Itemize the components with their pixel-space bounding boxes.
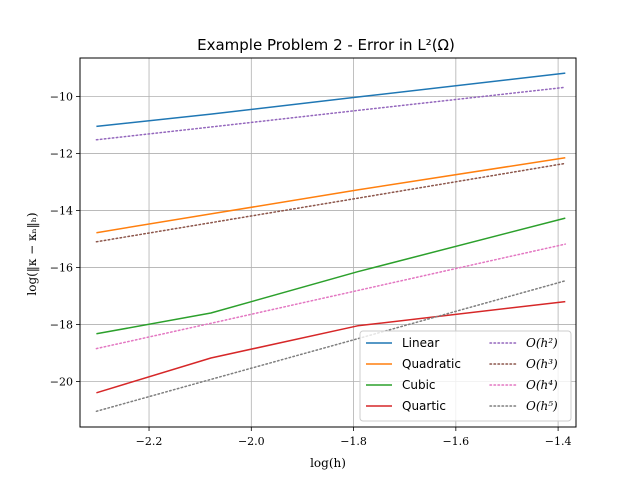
y-tick-label: −18 bbox=[50, 318, 73, 331]
x-tick-label: −1.6 bbox=[442, 435, 469, 448]
legend-box bbox=[359, 330, 572, 422]
legend-label: Linear bbox=[402, 336, 439, 350]
x-axis-label: log(h) bbox=[310, 456, 346, 470]
y-tick-label: −10 bbox=[50, 90, 73, 103]
y-tick-label: −20 bbox=[50, 375, 73, 388]
series-line-o-h bbox=[95, 86, 567, 141]
x-tick-label: −1.4 bbox=[545, 435, 572, 448]
series-line-o-h bbox=[95, 162, 567, 243]
legend-label: O(h²) bbox=[526, 336, 558, 350]
series-line-cubic bbox=[96, 217, 566, 335]
legend-label: O(h⁴) bbox=[526, 378, 558, 392]
tick-layer: −2.2 −2.0 −1.8 −1.6 −1.4 −20 −18 −16 −14 −12 −10 bbox=[50, 90, 572, 448]
legend-label: Cubic bbox=[402, 378, 436, 392]
legend-label: O(h⁵) bbox=[526, 399, 558, 413]
series-layer bbox=[95, 72, 567, 413]
chart-title: Example Problem 2 - Error in L²(Ω) bbox=[197, 36, 455, 54]
grid-layer bbox=[80, 58, 576, 427]
legend: Linear Quadratic Cubic Quartic O(h²) O(h³) O(h… bbox=[359, 330, 572, 422]
x-tick-label: −2.0 bbox=[238, 435, 265, 448]
legend-label: Quartic bbox=[402, 399, 446, 413]
y-tick-label: −12 bbox=[50, 147, 73, 160]
series-line-quartic bbox=[96, 300, 566, 394]
plot-frame bbox=[79, 57, 577, 428]
series-line-o-h bbox=[95, 243, 567, 350]
series-line-linear bbox=[96, 72, 566, 128]
legend-label: Quadratic bbox=[402, 357, 461, 371]
y-axis-label: log(‖κ − κₙ‖ₕ) bbox=[25, 212, 39, 295]
y-tick-label: −16 bbox=[50, 261, 73, 274]
x-tick-label: −1.8 bbox=[340, 435, 367, 448]
x-tick-label: −2.2 bbox=[136, 435, 163, 448]
y-tick-label: −14 bbox=[50, 204, 73, 217]
series-line-quadratic bbox=[96, 156, 566, 234]
legend-label: O(h³) bbox=[526, 357, 558, 371]
series-line-o-h bbox=[95, 280, 567, 413]
